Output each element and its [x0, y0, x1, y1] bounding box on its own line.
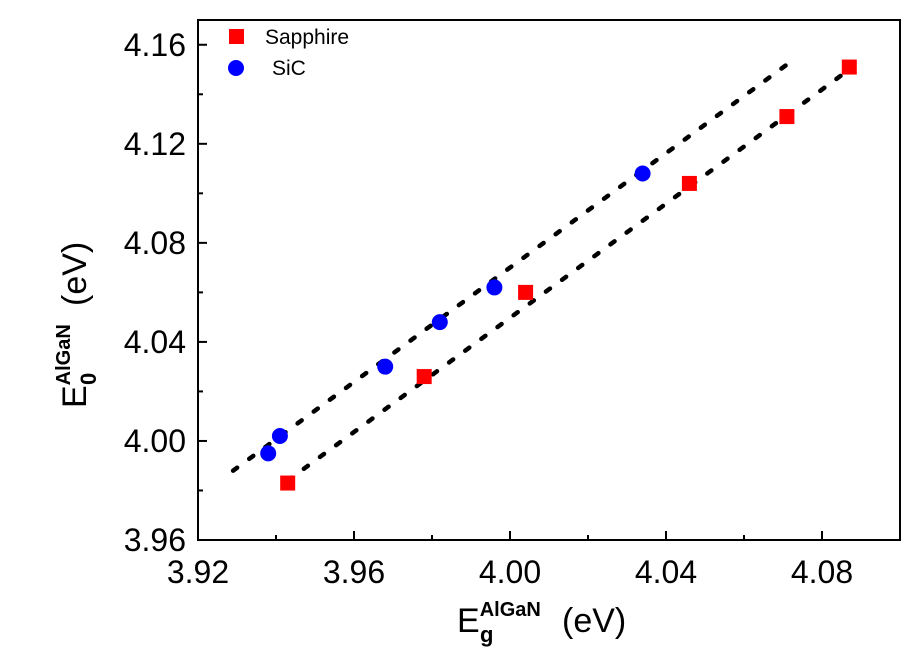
y-tick-label-4: 4.08 [124, 225, 186, 261]
y-tick-label-6: 4.16 [124, 27, 186, 63]
x-axis-label-main: E [457, 602, 480, 640]
x-axis-tick-labels: 3.92 3.96 4.00 4.04 4.08 [167, 554, 853, 590]
legend-marker-sic [228, 60, 244, 76]
y-axis-label-sup: AlGaN [53, 324, 75, 385]
legend-marker-sapphire [229, 29, 244, 44]
data-point-sapphire-3 [518, 284, 534, 300]
data-markers [260, 59, 857, 491]
y-axis-label-sub: 0 [76, 373, 101, 385]
data-point-sapphire-6 [841, 59, 857, 75]
y-axis-label: EAlGaN0 (eV) [53, 242, 101, 408]
x-tick-label-2: 3.96 [323, 554, 385, 590]
x-tick-label-5: 4.08 [791, 554, 853, 590]
data-point-sic-3 [377, 358, 394, 375]
x-axis-label: EAlGaN g (eV) [457, 599, 626, 647]
data-point-sic-2 [271, 428, 288, 444]
y-axis-tick-labels: 3.96 4.00 4.04 4.08 4.12 4.16 [124, 27, 186, 558]
y-tick-label-5: 4.12 [124, 126, 186, 162]
fit-line-1 [285, 67, 852, 483]
y-axis-label-main: E [56, 385, 94, 408]
legend: Sapphire SiC [228, 26, 349, 80]
x-tick-label-3: 4.00 [479, 554, 541, 590]
data-point-sic-1 [260, 445, 277, 462]
data-point-sic-5 [486, 279, 503, 296]
y-axis-ticks [198, 43, 207, 541]
x-axis-ticks [197, 531, 823, 540]
fit-line-2 [230, 62, 790, 473]
x-tick-label-1: 3.92 [167, 554, 229, 590]
data-point-sapphire-1 [280, 475, 296, 491]
data-point-sapphire-4 [681, 175, 697, 191]
legend-label-sapphire: Sapphire [265, 26, 349, 49]
plot-frame [197, 19, 901, 541]
data-point-sic-4 [431, 314, 448, 331]
y-tick-label-3: 4.04 [124, 324, 186, 360]
data-point-sapphire-2 [416, 369, 432, 385]
data-point-sapphire-5 [779, 109, 795, 125]
y-axis-label-group: EAlGaN0 (eV) [53, 242, 101, 408]
y-tick-label-2: 4.00 [124, 423, 186, 459]
x-axis-label-sub: g [480, 622, 493, 647]
x-tick-label-4: 4.04 [635, 554, 697, 590]
y-axis-label-unit: (eV) [56, 242, 94, 306]
fit-lines [230, 62, 852, 483]
y-tick-label-1: 3.96 [124, 522, 186, 558]
x-axis-label-unit: (eV) [562, 602, 626, 640]
data-point-sic-6 [634, 165, 651, 182]
x-axis-label-sup: AlGaN [480, 599, 541, 621]
legend-label-sic: SiC [272, 57, 306, 80]
